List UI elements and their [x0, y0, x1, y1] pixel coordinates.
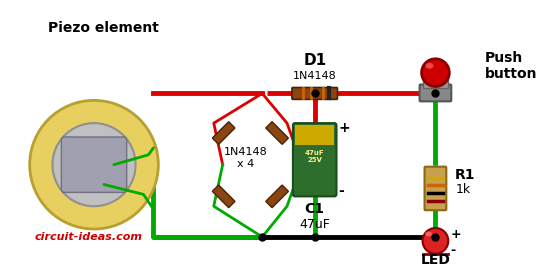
FancyBboxPatch shape: [212, 122, 235, 144]
FancyBboxPatch shape: [266, 185, 288, 208]
FancyBboxPatch shape: [293, 123, 337, 196]
Circle shape: [422, 59, 449, 86]
Text: circuit-ideas.com: circuit-ideas.com: [35, 232, 143, 242]
Bar: [423, 75, 449, 88]
Text: Piezo element: Piezo element: [48, 21, 159, 35]
Text: -: -: [338, 184, 344, 198]
FancyBboxPatch shape: [212, 185, 235, 208]
Circle shape: [30, 100, 158, 229]
Text: 1N4148
x 4: 1N4148 x 4: [223, 147, 267, 169]
Text: 47uF: 47uF: [299, 218, 330, 231]
Circle shape: [53, 123, 136, 206]
Text: C1: C1: [305, 202, 324, 216]
Text: +: +: [338, 121, 350, 135]
FancyBboxPatch shape: [424, 167, 446, 210]
Bar: [295, 125, 334, 145]
Text: 1k: 1k: [455, 183, 470, 196]
FancyBboxPatch shape: [419, 85, 451, 101]
Ellipse shape: [425, 63, 434, 69]
Text: +: +: [450, 228, 461, 241]
Text: -: -: [450, 244, 456, 257]
Text: 47uF
25V: 47uF 25V: [305, 150, 324, 163]
Text: Push
button: Push button: [485, 51, 537, 81]
Ellipse shape: [425, 231, 432, 236]
FancyBboxPatch shape: [266, 122, 288, 144]
FancyBboxPatch shape: [292, 88, 338, 99]
Text: R1: R1: [455, 167, 476, 182]
Circle shape: [423, 228, 449, 254]
Text: D1: D1: [303, 53, 326, 68]
Text: 1N4148: 1N4148: [293, 71, 337, 81]
FancyBboxPatch shape: [61, 137, 127, 192]
Text: LED: LED: [421, 253, 450, 267]
